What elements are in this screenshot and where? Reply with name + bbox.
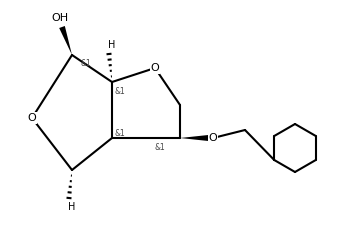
Polygon shape — [180, 135, 213, 142]
Text: &1: &1 — [115, 88, 125, 97]
Text: O: O — [27, 113, 36, 123]
Text: O: O — [151, 63, 159, 73]
Text: &1: &1 — [115, 128, 125, 137]
Polygon shape — [59, 26, 72, 55]
Text: O: O — [208, 133, 217, 143]
Text: &1: &1 — [81, 58, 91, 68]
Text: &1: &1 — [155, 144, 165, 153]
Text: OH: OH — [51, 13, 69, 23]
Text: H: H — [108, 40, 116, 50]
Text: H: H — [68, 202, 76, 212]
